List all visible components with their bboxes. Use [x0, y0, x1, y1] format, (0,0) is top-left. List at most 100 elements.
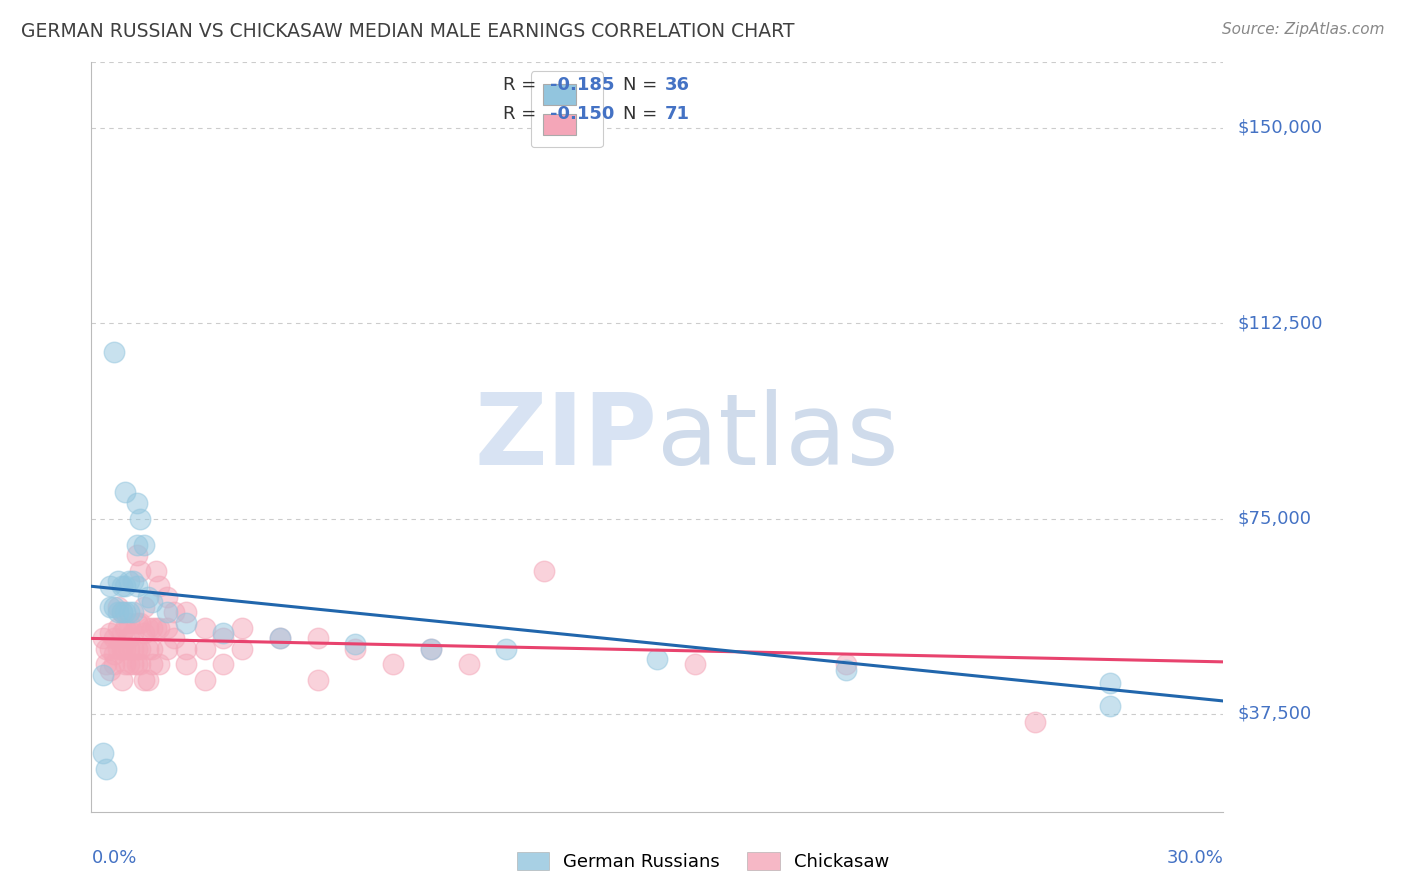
Point — [307, 673, 329, 687]
Point — [122, 657, 145, 672]
Point — [110, 579, 132, 593]
Text: atlas: atlas — [657, 389, 898, 485]
Point — [107, 605, 129, 619]
Point — [129, 564, 152, 578]
Point — [163, 632, 186, 646]
Point — [145, 564, 167, 578]
Point — [125, 579, 148, 593]
Point — [125, 548, 148, 562]
Point — [344, 641, 367, 656]
Point — [193, 621, 217, 635]
Point — [141, 621, 163, 635]
Point — [96, 641, 118, 656]
Point — [419, 641, 441, 656]
Legend: German Russians, Chickasaw: German Russians, Chickasaw — [509, 845, 897, 879]
Point — [134, 600, 156, 615]
Point — [174, 615, 197, 630]
Point — [118, 657, 141, 672]
Point — [96, 762, 118, 776]
Point — [129, 511, 152, 525]
Point — [382, 657, 405, 672]
Text: R =: R = — [503, 105, 543, 123]
Point — [174, 641, 197, 656]
Text: N =: N = — [623, 105, 662, 123]
Point — [125, 496, 148, 510]
Point — [269, 632, 291, 646]
Point — [103, 600, 125, 615]
Point — [174, 657, 197, 672]
Text: N =: N = — [623, 76, 662, 94]
Point — [231, 621, 253, 635]
Point — [136, 641, 159, 656]
Point — [156, 641, 179, 656]
Point — [134, 626, 156, 640]
Text: Source: ZipAtlas.com: Source: ZipAtlas.com — [1222, 22, 1385, 37]
Text: $112,500: $112,500 — [1237, 314, 1323, 332]
Point — [419, 641, 441, 656]
Point — [129, 657, 152, 672]
Text: R =: R = — [503, 76, 543, 94]
Point — [193, 673, 217, 687]
Point — [136, 621, 159, 635]
Point — [125, 615, 148, 630]
Point — [156, 621, 179, 635]
Text: ZIP: ZIP — [474, 389, 657, 485]
Point — [98, 600, 121, 615]
Point — [148, 657, 170, 672]
Point — [269, 632, 291, 646]
Point — [107, 641, 129, 656]
Point — [835, 657, 858, 672]
Point — [118, 641, 141, 656]
Point — [91, 668, 114, 682]
Point — [683, 657, 706, 672]
Point — [107, 600, 129, 615]
Point — [118, 574, 141, 588]
Point — [103, 632, 125, 646]
Point — [145, 621, 167, 635]
Point — [107, 621, 129, 635]
Point — [134, 673, 156, 687]
Point — [212, 632, 235, 646]
Text: $75,000: $75,000 — [1237, 509, 1312, 527]
Point — [136, 673, 159, 687]
Text: -0.185: -0.185 — [550, 76, 614, 94]
Point — [125, 538, 148, 552]
Text: $37,500: $37,500 — [1237, 705, 1312, 723]
Legend: , : , — [530, 71, 603, 147]
Point — [156, 605, 179, 619]
Text: -0.150: -0.150 — [550, 105, 614, 123]
Point — [136, 590, 159, 604]
Point — [141, 595, 163, 609]
Point — [129, 641, 152, 656]
Point — [98, 626, 121, 640]
Point — [141, 657, 163, 672]
Point — [163, 605, 186, 619]
Point — [495, 641, 517, 656]
Point — [212, 657, 235, 672]
Point — [307, 632, 329, 646]
Point — [91, 746, 114, 760]
Point — [91, 632, 114, 646]
Point — [156, 590, 179, 604]
Point — [125, 657, 148, 672]
Point — [114, 579, 136, 593]
Point — [110, 605, 132, 619]
Point — [122, 574, 145, 588]
Point — [118, 615, 141, 630]
Text: $150,000: $150,000 — [1237, 119, 1322, 136]
Point — [1024, 714, 1046, 729]
Point — [134, 538, 156, 552]
Point — [96, 657, 118, 672]
Point — [103, 344, 125, 359]
Point — [533, 564, 555, 578]
Point — [129, 615, 152, 630]
Point — [110, 605, 132, 619]
Text: 30.0%: 30.0% — [1167, 849, 1223, 867]
Point — [110, 673, 132, 687]
Point — [1099, 699, 1122, 714]
Point — [148, 579, 170, 593]
Point — [645, 652, 668, 666]
Point — [98, 641, 121, 656]
Point — [114, 485, 136, 500]
Text: 0.0%: 0.0% — [91, 849, 136, 867]
